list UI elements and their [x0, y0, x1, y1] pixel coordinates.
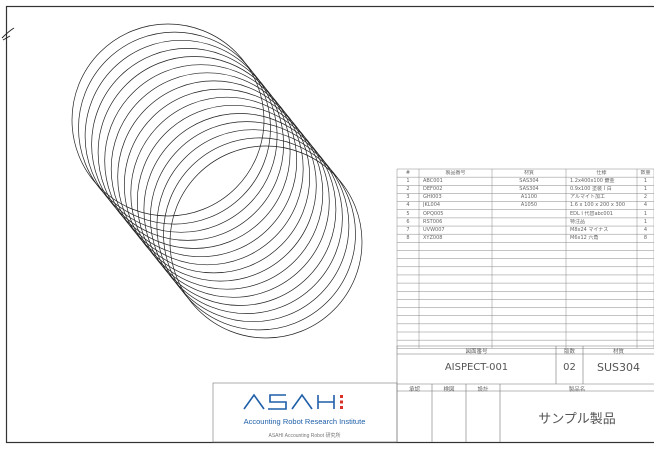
- pattern-circle: [118, 81, 310, 273]
- bom-header-cell: 材質: [492, 170, 566, 177]
- pattern-circle: [85, 40, 277, 232]
- bom-cell: UVW007: [423, 227, 491, 234]
- designed-label: 設計: [466, 385, 500, 393]
- bom-cell: 0.9x100 塗装 I 白: [570, 186, 636, 193]
- bom-cell: A1100: [492, 194, 566, 201]
- pattern-circle: [111, 73, 303, 265]
- bom-cell: 1: [397, 178, 419, 185]
- bom-cell: DEF002: [423, 186, 491, 193]
- bom-cell: アルマイト加工: [570, 194, 636, 201]
- pattern-circle: [79, 32, 271, 224]
- material-label: 材質: [583, 347, 654, 355]
- pattern-circle: [144, 114, 336, 306]
- bom-cell: OPQ005: [423, 211, 491, 218]
- bom-cell: M8x24 マイナス: [570, 227, 636, 234]
- pattern-circle: [157, 130, 349, 322]
- bom-cell: 特注品: [570, 219, 636, 226]
- bom-cell: 8: [637, 235, 654, 242]
- bom-cell: 1: [637, 211, 654, 218]
- pattern-circle: [137, 105, 329, 297]
- bom-cell: SAS304: [492, 178, 566, 185]
- pattern-circle: [98, 57, 290, 249]
- pattern-circle: [124, 89, 316, 281]
- pattern-circle: [164, 138, 356, 330]
- bom-cell: 4: [637, 202, 654, 209]
- bom-header-cell: #: [397, 170, 419, 177]
- material-value: SUS304: [583, 361, 654, 374]
- pattern-circle: [150, 122, 342, 314]
- company-logo: Accounting Robot Research Institute ASAH…: [213, 383, 396, 443]
- bom-cell: GHI003: [423, 194, 491, 201]
- bom-cell: 6: [397, 219, 419, 226]
- bom-cell: EDL I 代替abc001: [570, 211, 636, 218]
- bom-cell: 7: [397, 227, 419, 234]
- bom-cell: 1: [637, 219, 654, 226]
- product-name: サンプル製品: [500, 408, 654, 427]
- bom-header-cell: 製品番号: [419, 170, 492, 177]
- revision-number: 02: [556, 362, 583, 373]
- product-name-label: 製品名: [500, 385, 654, 393]
- pattern-circle: [72, 24, 264, 216]
- bom-cell: A1050: [492, 202, 566, 209]
- bom-cell: 4: [397, 202, 419, 209]
- drawing-number-label: 図面番号: [397, 347, 556, 355]
- logo-subtext: ASAHI Accounting Robot 研究所: [213, 432, 396, 439]
- logo-tagline: Accounting Robot Research Institute: [213, 417, 396, 426]
- bom-cell: M6x12 六角: [570, 235, 636, 242]
- revision-label: 版数: [556, 347, 583, 355]
- bom-cell: 5: [397, 211, 419, 218]
- bom-cell: 1.2x400x100 鍍金: [570, 178, 636, 185]
- approved-label: 承認: [397, 385, 432, 393]
- bom-cell: 2: [397, 186, 419, 193]
- corner-mark: [2, 28, 14, 40]
- bom-cell: 1.6 x 100 x 200 x 300: [570, 202, 636, 209]
- bom-cell: XYZ008: [423, 235, 491, 242]
- bom-cell: 3: [397, 194, 419, 201]
- bom-cell: 1: [637, 178, 654, 185]
- bom-header-cell: 数量: [637, 170, 654, 177]
- pattern-circle: [92, 48, 284, 240]
- pattern-circle: [170, 146, 362, 338]
- pattern-circle: [105, 65, 297, 257]
- bom-cell: 1: [637, 186, 654, 193]
- bom-cell: 8: [397, 235, 419, 242]
- concentric-circle-pattern: [72, 24, 362, 338]
- bom-header-cell: 仕様: [566, 170, 637, 177]
- bom-cell: 2: [637, 194, 654, 201]
- checked-label: 検図: [432, 385, 466, 393]
- bom-cell: SAS304: [492, 186, 566, 193]
- bom-cell: RST006: [423, 219, 491, 226]
- bom-cell: JKL004: [423, 202, 491, 209]
- bom-cell: 4: [637, 227, 654, 234]
- sheet-border: [7, 7, 654, 443]
- pattern-circle: [131, 97, 323, 289]
- drawing-number: AISPECT-001: [397, 362, 556, 373]
- bom-cell: ABC001: [423, 178, 491, 185]
